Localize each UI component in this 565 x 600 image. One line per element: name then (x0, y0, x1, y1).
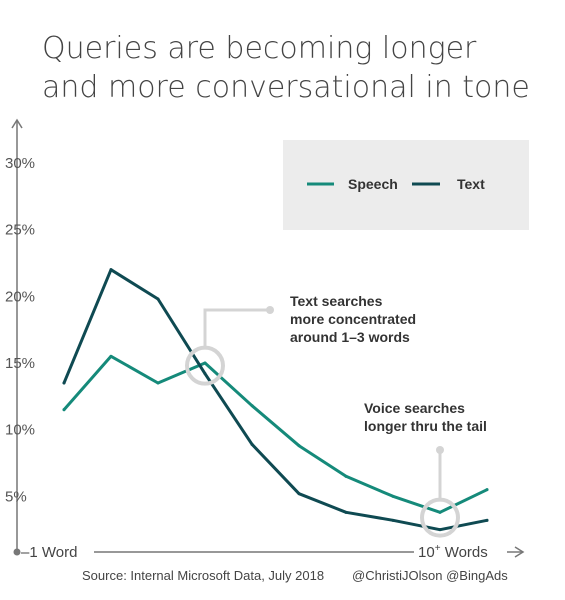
annotation-1-connector-dot (266, 306, 274, 314)
annotation-1-line-2: more concentrated (290, 311, 416, 327)
x-axis-start-label: –1 Word (21, 544, 77, 561)
annotation-2-highlight-circle (420, 497, 460, 538)
chart-title-line-2: and more conversational in tone (42, 70, 530, 105)
source-note: Source: Internal Microsoft Data, July 20… (82, 568, 324, 583)
axis-origin-dot (13, 548, 21, 556)
data-point-speech (250, 404, 254, 408)
y-tick-label: 30% (5, 155, 35, 172)
data-point-text (250, 442, 254, 446)
data-point-speech (62, 408, 66, 412)
legend-speech-label: Speech (348, 176, 398, 192)
data-point-speech (438, 510, 442, 514)
y-tick-label: 20% (5, 288, 35, 305)
legend-text-label: Text (457, 176, 485, 192)
chart-title-line-1: Queries are becoming longer (42, 31, 477, 66)
data-point-speech (109, 354, 113, 358)
data-point-text (62, 381, 66, 385)
x-axis-arrow-icon (514, 546, 525, 558)
data-point-speech (297, 444, 301, 448)
data-point-text (344, 510, 348, 514)
y-tick-label: 15% (5, 355, 35, 372)
annotation-1-line-3: around 1–3 words (290, 329, 410, 345)
y-tick-label: 10% (5, 422, 35, 439)
x-axis-end-label: 10+ Words (418, 543, 488, 561)
data-point-text (203, 372, 207, 376)
annotation-text-tail: Voice searches longer thru the tail (364, 400, 487, 434)
series-line-text (62, 268, 489, 532)
data-point-text (156, 297, 160, 301)
data-point-speech (203, 361, 207, 365)
annotation-2-connector-dot (436, 446, 444, 454)
annotation-text-concentrated: Text searches more concentrated around 1… (290, 293, 416, 345)
data-point-text (391, 518, 395, 522)
credit-note: @ChristiJOlson @BingAds (352, 568, 508, 583)
series-line-speech (62, 354, 489, 514)
annotation-2-line-2: longer thru the tail (364, 418, 487, 434)
annotation-1-connector (203, 308, 270, 348)
data-point-text (438, 528, 442, 532)
data-point-speech (156, 381, 160, 385)
data-point-text (109, 268, 113, 272)
y-axis-arrow-icon (11, 118, 23, 129)
data-point-speech (344, 474, 348, 478)
annotation-2-line-1: Voice searches (364, 400, 465, 416)
data-point-text (297, 492, 301, 496)
y-tick-label: 25% (5, 222, 35, 239)
data-point-text (485, 518, 489, 522)
y-tick-label: 5% (5, 488, 27, 505)
annotation-1-highlight-circle (185, 345, 225, 386)
annotation-1-line-1: Text searches (290, 293, 383, 309)
data-point-speech (391, 494, 395, 498)
data-point-speech (485, 488, 489, 492)
